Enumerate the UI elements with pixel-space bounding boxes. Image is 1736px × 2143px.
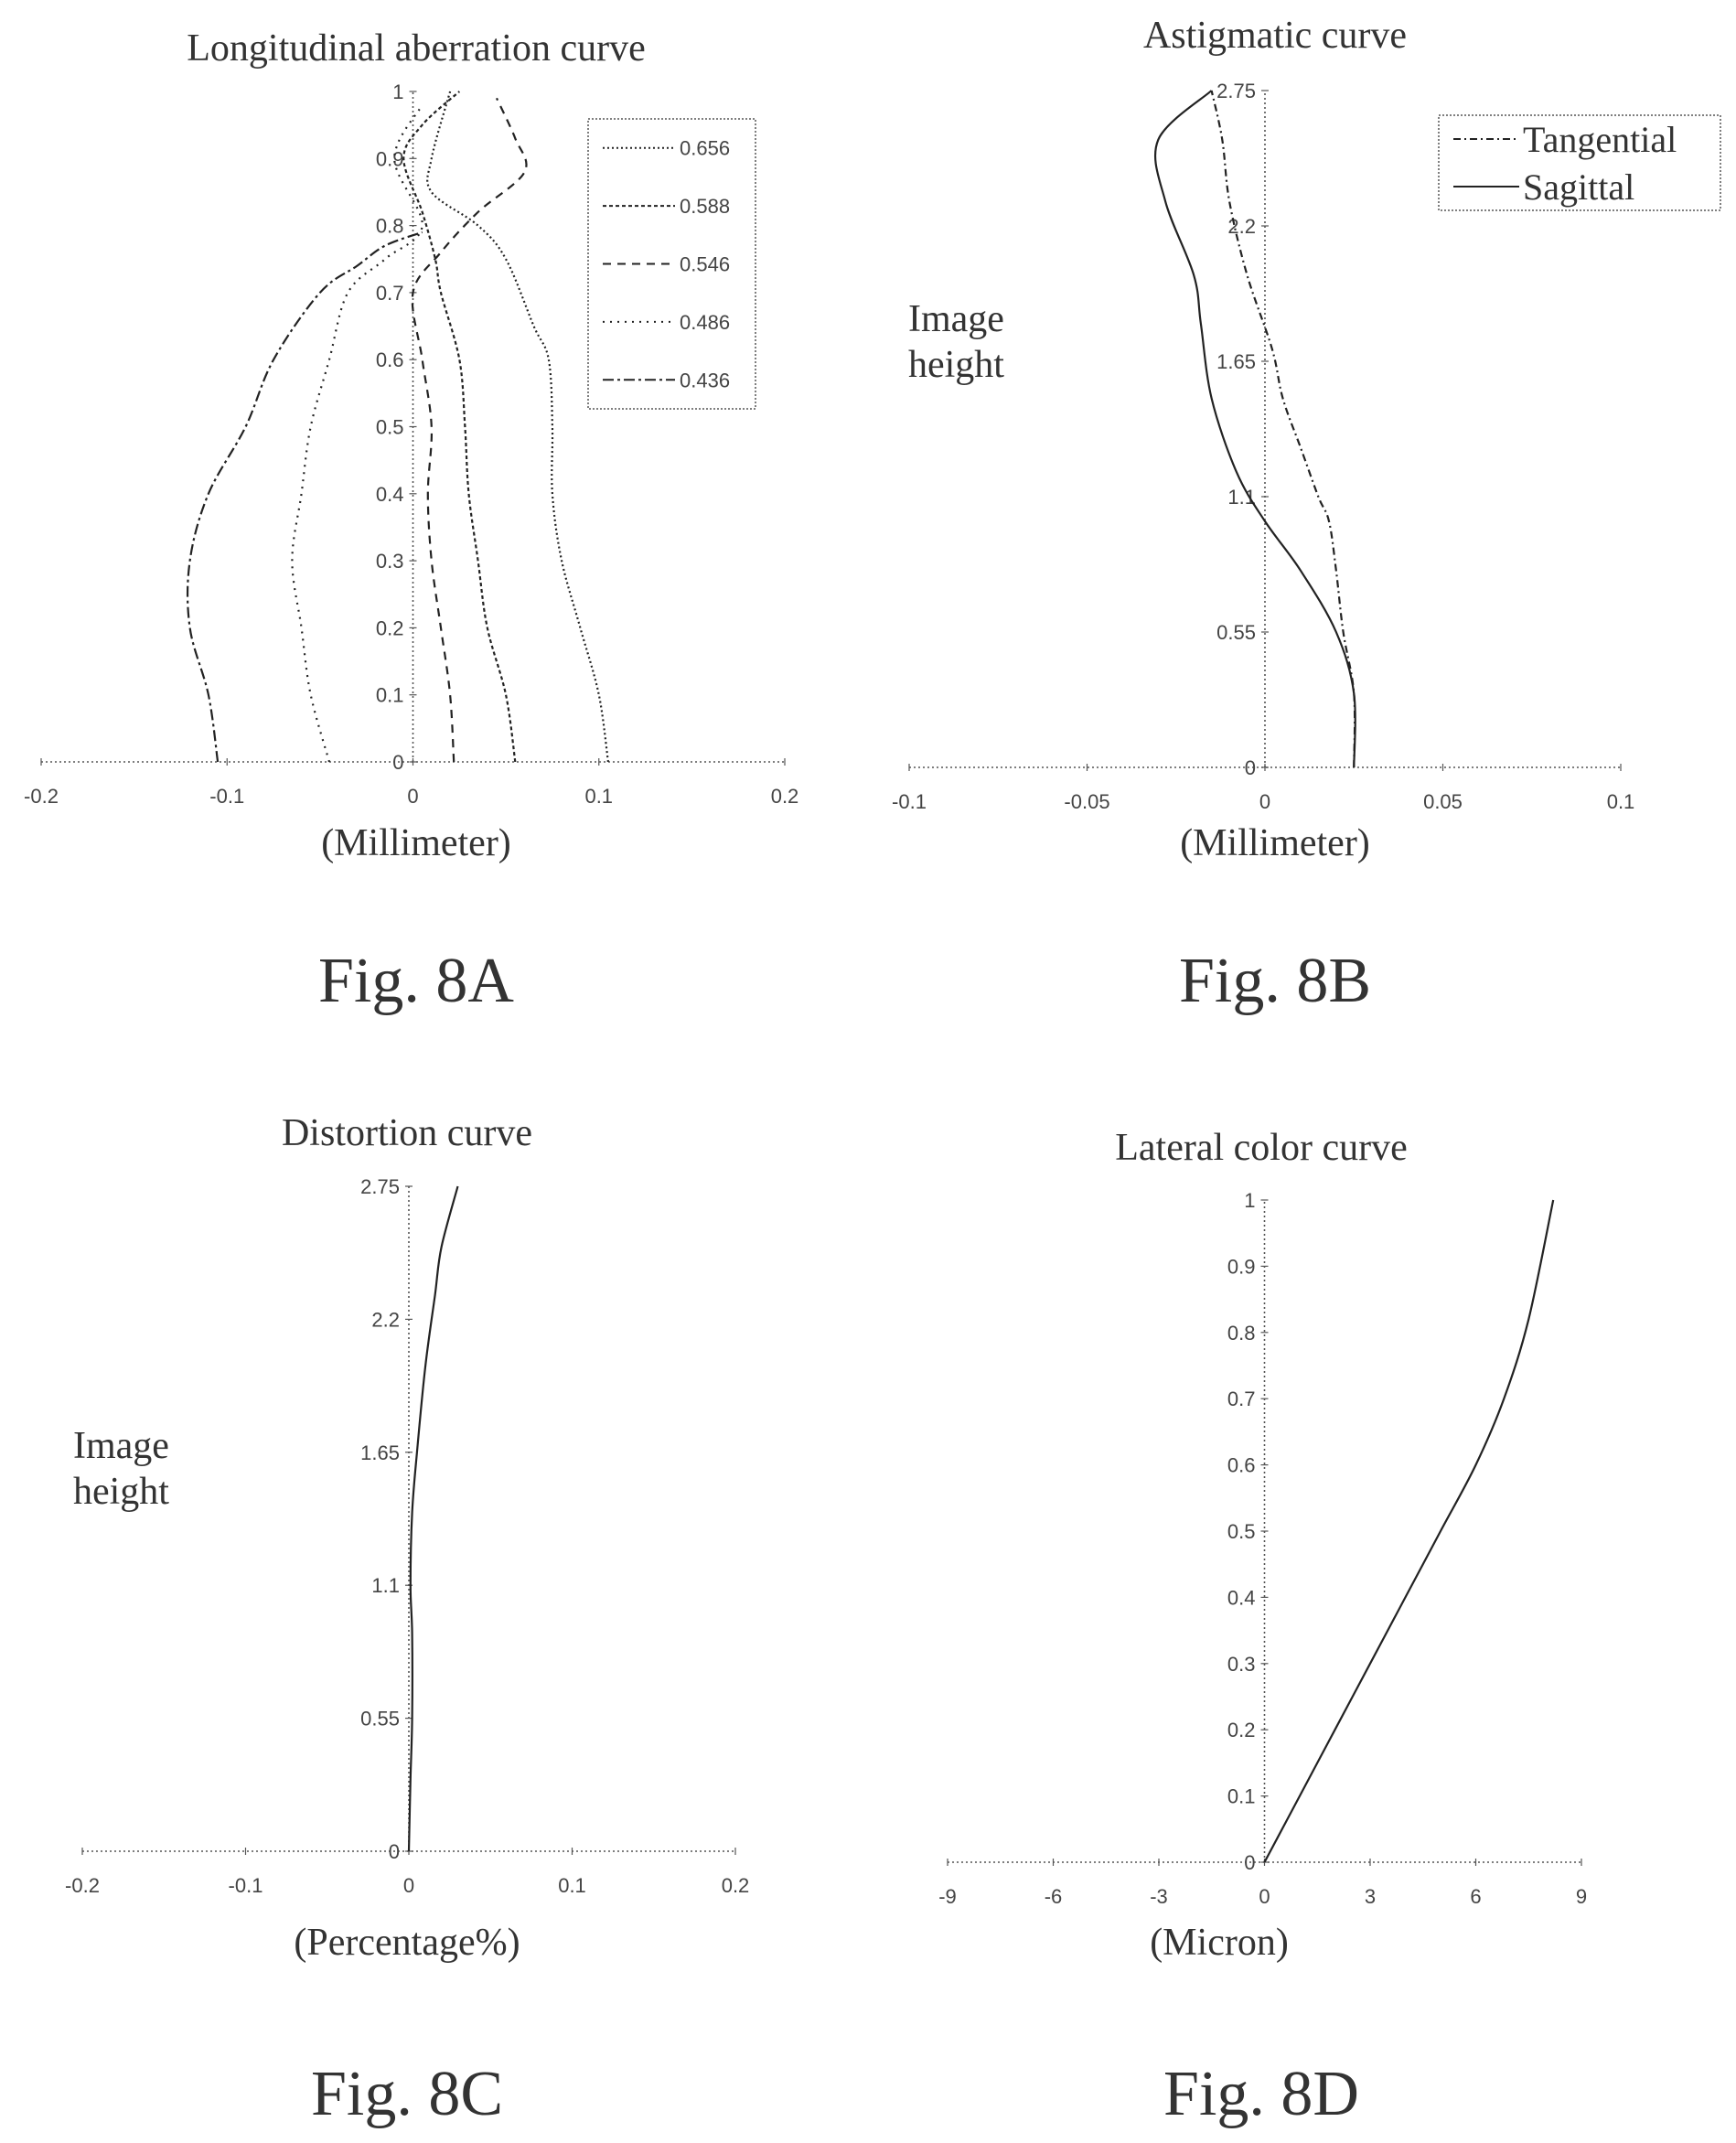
y-tick-label: 0.2	[376, 616, 404, 639]
x-tick-label: 9	[1576, 1885, 1587, 1908]
y-tick-label: 0.4	[1227, 1586, 1256, 1609]
series-line-0-546	[411, 97, 528, 763]
x-tick-label: 0	[403, 1874, 414, 1897]
series-line	[407, 1185, 459, 1852]
y-tick-label: 0	[389, 1840, 400, 1863]
chart-longitudinal-aberration: Longitudinal aberration curve (Millimete…	[24, 27, 799, 1016]
y-tick-label: 0	[1244, 1851, 1255, 1874]
panel-fig-8b: Astigmatic curve Image height (Millimeter…	[868, 0, 1736, 1070]
x-axis-label: (Millimeter)	[321, 822, 511, 864]
series-line	[1263, 1199, 1555, 1863]
legend-box	[587, 118, 756, 410]
x-tick-label: 0.2	[722, 1874, 750, 1897]
y-tick-label: 1	[392, 80, 403, 103]
series-line-tangential	[1210, 90, 1356, 768]
x-tick-label: -0.2	[24, 785, 59, 808]
legend-entry-label: Tangential	[1523, 119, 1677, 160]
y-tick-label: 0.8	[376, 215, 404, 238]
y-tick-label: 1.65	[1216, 350, 1256, 373]
y-tick-label: 0.7	[376, 282, 404, 305]
legend-box	[1438, 114, 1721, 211]
x-tick-label: 0.2	[771, 785, 799, 808]
chart-distortion: Distortion curve Image height (Percentage…	[65, 1112, 750, 2129]
legend-entry-label: 0.436	[680, 369, 730, 391]
y-tick-label: 0.9	[1227, 1255, 1256, 1278]
y-tick-label: 0.6	[1227, 1454, 1256, 1477]
legend-entry-label: 0.588	[680, 195, 730, 218]
figure-label: Fig. 8D	[1163, 2059, 1359, 2129]
y-tick-label: 0.9	[376, 147, 404, 170]
x-axis-label: (Micron)	[1150, 1922, 1289, 1964]
chart-title: Distortion curve	[282, 1112, 532, 1154]
panel-fig-8a: Longitudinal aberration curve (Millimete…	[0, 0, 868, 1070]
y-axis-label: Image height	[73, 1425, 169, 1513]
y-tick-label: 1	[1244, 1189, 1255, 1212]
series-line-0-486	[291, 104, 423, 763]
y-tick-label: 2.75	[1216, 80, 1256, 102]
y-axis-label-line: Image	[73, 1425, 169, 1467]
legend-entry-label: 0.546	[680, 253, 730, 276]
y-tick-label: 0.2	[1227, 1719, 1256, 1741]
y-tick-label: 0	[392, 751, 403, 774]
x-tick-label: 3	[1365, 1885, 1376, 1908]
x-tick-label: 6	[1470, 1885, 1481, 1908]
x-tick-label: -0.1	[209, 785, 244, 808]
y-axis-label-line: height	[908, 344, 1004, 386]
figure-label: Fig. 8A	[318, 946, 514, 1016]
y-axis-label-line: height	[73, 1471, 169, 1513]
series-line-sagittal	[1154, 90, 1356, 768]
x-tick-label: -9	[938, 1885, 957, 1908]
x-tick-label: -6	[1045, 1885, 1063, 1908]
y-tick-label: 0.1	[1227, 1785, 1256, 1808]
y-tick-label: 1.65	[360, 1441, 400, 1464]
x-tick-label: 0.1	[1607, 790, 1635, 813]
x-axis-label: (Millimeter)	[1180, 822, 1370, 864]
panel-fig-8c: Distortion curve Image height (Percentage…	[0, 1072, 868, 2143]
chart-astigmatic: Astigmatic curve Image height (Millimeter…	[892, 15, 1721, 1016]
y-tick-label: 0.6	[376, 348, 404, 371]
y-tick-label: 0.3	[376, 550, 404, 573]
x-tick-label: -3	[1150, 1885, 1168, 1908]
y-tick-label: 1.1	[371, 1574, 400, 1597]
legend-entry-label: 0.486	[680, 311, 730, 334]
figure-label: Fig. 8B	[1179, 946, 1371, 1016]
y-tick-label: 0.55	[360, 1708, 400, 1730]
panel-fig-8d: Lateral color curve (Micron) Fig. 8D -9 -…	[868, 1072, 1736, 2143]
series-line-0-588	[402, 91, 517, 763]
x-axis-label: (Percentage%)	[294, 1922, 520, 1964]
y-axis-label-line: Image	[908, 298, 1004, 340]
x-tick-label: 0	[407, 785, 418, 808]
x-tick-label: 0.05	[1423, 790, 1463, 813]
chart-title: Lateral color curve	[1115, 1127, 1407, 1169]
legend-entry-label: 0.656	[680, 137, 730, 160]
chart-lateral-color: Lateral color curve (Micron) Fig. 8D -9 -…	[938, 1127, 1587, 2129]
legend-entry-label: Sagittal	[1523, 166, 1634, 208]
y-tick-label: 0.4	[376, 483, 404, 506]
x-tick-label: -0.1	[892, 790, 927, 813]
y-tick-label: 2.2	[371, 1308, 400, 1331]
figure-label: Fig. 8C	[311, 2059, 503, 2129]
y-axis-label: Image height	[908, 298, 1004, 386]
x-tick-label: -0.05	[1064, 790, 1109, 813]
x-tick-label: 0.1	[584, 785, 613, 808]
y-tick-label: 2.75	[360, 1175, 400, 1198]
x-tick-label: -0.1	[229, 1874, 263, 1897]
x-tick-label: -0.2	[65, 1874, 100, 1897]
x-tick-label: 0	[1259, 1885, 1270, 1908]
y-tick-label: 0	[1245, 756, 1256, 779]
y-tick-label: 0.5	[376, 416, 404, 439]
y-tick-label: 0.55	[1216, 621, 1256, 644]
chart-title: Astigmatic curve	[1143, 15, 1407, 57]
y-tick-label: 1.1	[1227, 486, 1256, 509]
chart-title: Longitudinal aberration curve	[187, 27, 645, 70]
x-tick-label: 0	[1259, 790, 1270, 813]
x-tick-label: 0.1	[558, 1874, 586, 1897]
y-tick-label: 0.7	[1227, 1388, 1256, 1410]
y-tick-label: 0.1	[376, 684, 404, 707]
series-line-0-656	[426, 91, 609, 763]
y-tick-label: 0.3	[1227, 1653, 1256, 1676]
series-line-0-436	[186, 230, 423, 763]
y-tick-label: 0.5	[1227, 1520, 1256, 1543]
y-tick-label: 0.8	[1227, 1322, 1256, 1345]
